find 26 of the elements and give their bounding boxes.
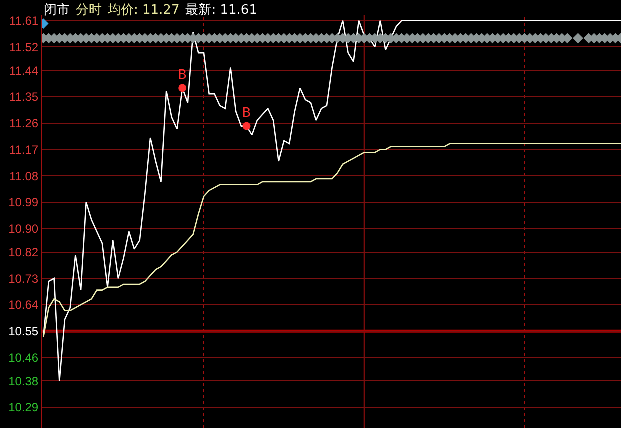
- y-tick-label: 11.35: [9, 90, 39, 104]
- y-tick-label: 10.90: [8, 222, 39, 236]
- line-series: [42, 143, 621, 338]
- point: [242, 122, 251, 130]
- y-tick-label: 10.38: [8, 374, 39, 388]
- line-series: [42, 20, 621, 382]
- y-tick-label: 10.73: [8, 272, 39, 286]
- data-label: B: [178, 68, 188, 83]
- y-tick-label: 10.82: [8, 245, 39, 260]
- annotation: 分时: [76, 3, 102, 18]
- y-tick-label: 11.26: [9, 116, 39, 131]
- annotation: 最新: 11.61: [186, 3, 258, 18]
- y-tick-label: 11.08: [9, 169, 39, 184]
- point: [178, 84, 187, 92]
- y-tick-label: 11.44: [9, 64, 39, 78]
- chart-title: 闭市: [44, 3, 70, 18]
- y-tick-label: 10.64: [8, 298, 39, 312]
- y-tick-label: 11.17: [9, 142, 39, 157]
- y-tick-label: 10.29: [8, 400, 39, 415]
- y-tick-label: 10.55: [8, 324, 39, 339]
- data-label: B: [242, 106, 252, 122]
- annotation: 均价: 11.27: [108, 3, 180, 18]
- y-tick-label: 11.61: [9, 14, 39, 28]
- y-tick-label: 10.46: [8, 350, 39, 365]
- y-tick-label: 10.99: [8, 196, 39, 210]
- y-tick-label: 11.52: [9, 40, 39, 54]
